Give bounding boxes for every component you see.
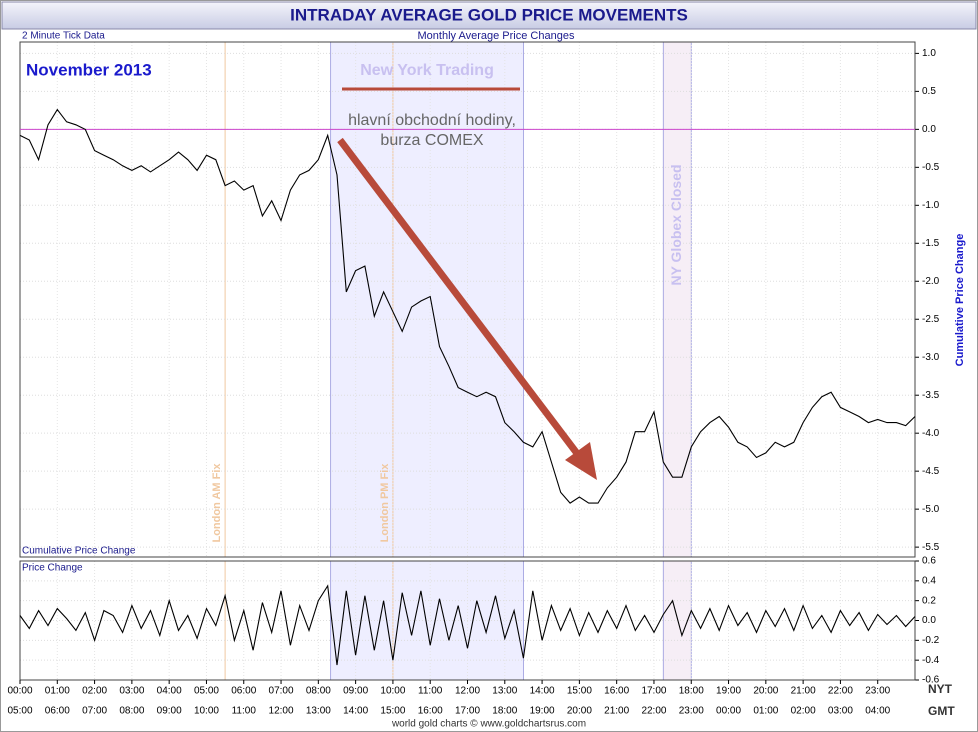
x-tick-label: 23:00 (865, 686, 890, 697)
x2-tick-label: 21:00 (604, 706, 629, 717)
left-note: 2 Minute Tick Data (22, 31, 105, 42)
y-tick-label: 0.6 (922, 556, 936, 567)
y-tick-label: 0.4 (922, 575, 936, 586)
x2-tick-label: 17:00 (455, 706, 480, 717)
y-tick-label: -5.5 (922, 542, 940, 553)
x-tick-label: 08:00 (306, 686, 331, 697)
x-tick-label: 19:00 (716, 686, 741, 697)
x2-tick-label: 18:00 (492, 706, 517, 717)
month-label: November 2013 (26, 60, 152, 79)
x-tick-label: 09:00 (343, 686, 368, 697)
x2-tick-label: 20:00 (567, 706, 592, 717)
x2-tick-label: 19:00 (530, 706, 555, 717)
y-tick-label: -0.2 (922, 635, 940, 646)
y-tick-label: 0.0 (922, 615, 936, 626)
x-axis-label: NYT (928, 682, 953, 696)
y-tick-label: -1.0 (922, 200, 940, 211)
y-tick-label: -0.6 (922, 675, 940, 686)
x-tick-label: 22:00 (828, 686, 853, 697)
annotation: hlavní obchodní hodiny, (348, 112, 516, 129)
marks (19, 108, 916, 666)
x2-tick-label: 03:00 (828, 706, 853, 717)
y-tick-label: -3.5 (922, 390, 940, 401)
title: INTRADAY AVERAGE GOLD PRICE MOVEMENTS (290, 5, 688, 24)
x-tick-label: 17:00 (641, 686, 666, 697)
x-tick-label: 03:00 (119, 686, 144, 697)
x-tick-label: 15:00 (567, 686, 592, 697)
region-label: NY Globex Closed (668, 164, 684, 285)
x2-tick-label: 14:00 (343, 706, 368, 717)
x-tick-label: 02:00 (82, 686, 107, 697)
y-tick-label: -2.0 (922, 276, 940, 287)
x2-tick-label: 02:00 (791, 706, 816, 717)
x-tick-label: 16:00 (604, 686, 629, 697)
panel-label: Cumulative Price Change (22, 546, 136, 557)
x2-tick-label: 22:00 (641, 706, 666, 717)
x-tick-label: 04:00 (157, 686, 182, 697)
fix-label: London PM Fix (379, 463, 391, 543)
x-tick-label: 11:00 (418, 686, 443, 697)
y-tick-label: -1.5 (922, 238, 940, 249)
y-tick-label: -4.5 (922, 466, 940, 477)
y-tick-label: -2.5 (922, 314, 940, 325)
y-tick-label: -5.0 (922, 504, 940, 515)
x-tick-label: 10:00 (380, 686, 405, 697)
x2-tick-label: 07:00 (82, 706, 107, 717)
title-bar (1, 1, 977, 30)
plot-border (19, 41, 916, 558)
x-tick-label: 14:00 (530, 686, 555, 697)
x-tick-label: 06:00 (231, 686, 256, 697)
x2-tick-label: 08:00 (119, 706, 144, 717)
x-tick-label: 13:00 (492, 686, 517, 697)
x2-tick-label: 09:00 (157, 706, 182, 717)
y-tick-label: 0.2 (922, 595, 936, 606)
x-tick-label: 05:00 (194, 686, 219, 697)
y-tick-label: -3.0 (922, 352, 940, 363)
y-axis-label: Cumulative Price Change (954, 234, 966, 367)
labels: November 2013 hlavní obchodní hodiny, bu… (7, 60, 965, 718)
y-tick-label: -0.4 (922, 655, 940, 666)
credit: world gold charts © www.goldchartsrus.co… (391, 719, 586, 730)
y-tick-label: 1.0 (922, 48, 936, 59)
x-tick-label: 18:00 (679, 686, 704, 697)
y-tick-label: -0.5 (922, 162, 940, 173)
x2-tick-label: 10:00 (194, 706, 219, 717)
y-tick-label: -4.0 (922, 428, 940, 439)
x2-tick-label: 13:00 (306, 706, 331, 717)
x-tick-label: 12:00 (455, 686, 480, 697)
x2-tick-label: 01:00 (753, 706, 778, 717)
center-note: Monthly Average Price Changes (418, 30, 575, 42)
arrow-head (565, 442, 597, 480)
panel-label: Price Change (22, 563, 83, 574)
x-tick-label: 21:00 (791, 686, 816, 697)
price-line (19, 584, 916, 666)
price-line (19, 108, 916, 504)
x2-tick-label: 12:00 (269, 706, 294, 717)
y-tick-label: 0.0 (922, 124, 936, 135)
fix-label: London AM Fix (211, 463, 223, 543)
x2-tick-label: 05:00 (7, 706, 32, 717)
x2-tick-label: 04:00 (865, 706, 890, 717)
x2-axis-label: GMT (928, 704, 955, 718)
x2-tick-label: 23:00 (679, 706, 704, 717)
arrow (337, 137, 585, 463)
y-tick-label: 0.5 (922, 86, 936, 97)
x2-tick-label: 11:00 (232, 706, 257, 717)
x-tick-label: 07:00 (269, 686, 294, 697)
annotation: burza COMEX (380, 132, 483, 149)
x2-tick-label: 00:00 (716, 706, 741, 717)
x2-tick-label: 15:00 (380, 706, 405, 717)
x-tick-label: 00:00 (7, 686, 32, 697)
x-tick-label: 20:00 (753, 686, 778, 697)
x-tick-label: 01:00 (45, 686, 70, 697)
x2-tick-label: 06:00 (45, 706, 70, 717)
region-label: New York Trading (360, 62, 494, 79)
x2-tick-label: 16:00 (418, 706, 443, 717)
region (662, 41, 692, 558)
